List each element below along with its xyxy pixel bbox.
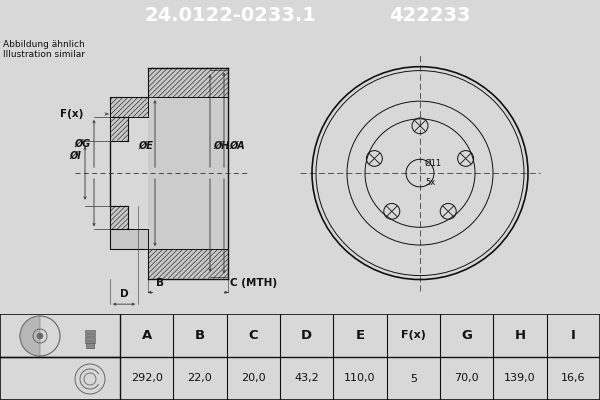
Bar bbox=[110, 97, 148, 117]
Text: 20,0: 20,0 bbox=[241, 374, 266, 384]
Text: D: D bbox=[301, 329, 312, 342]
Text: Illustration similar: Illustration similar bbox=[3, 50, 85, 59]
Wedge shape bbox=[20, 316, 40, 356]
Bar bbox=[110, 117, 128, 140]
Bar bbox=[85, 340, 95, 343]
Bar bbox=[86, 343, 94, 348]
Text: 422233: 422233 bbox=[389, 6, 471, 25]
Text: Abbildung ähnlich: Abbildung ähnlich bbox=[3, 40, 85, 49]
Text: D: D bbox=[119, 289, 128, 299]
Text: B: B bbox=[156, 278, 164, 288]
Text: C: C bbox=[248, 329, 258, 342]
Text: I: I bbox=[571, 329, 576, 342]
Bar bbox=[110, 206, 128, 229]
Text: B: B bbox=[195, 329, 205, 342]
Text: G: G bbox=[461, 329, 472, 342]
Text: ØG: ØG bbox=[75, 138, 91, 148]
Text: E: E bbox=[355, 329, 365, 342]
Text: 110,0: 110,0 bbox=[344, 374, 376, 384]
Text: 5: 5 bbox=[410, 374, 417, 384]
Bar bbox=[85, 337, 95, 340]
Text: ØI: ØI bbox=[69, 150, 81, 160]
Bar bbox=[148, 68, 228, 97]
Bar bbox=[110, 229, 148, 249]
Text: H: H bbox=[514, 329, 526, 342]
Text: 5x: 5x bbox=[425, 178, 435, 187]
Text: 16,6: 16,6 bbox=[561, 374, 586, 384]
Text: ØA: ØA bbox=[229, 140, 245, 150]
Text: 22,0: 22,0 bbox=[188, 374, 212, 384]
Text: ØE: ØE bbox=[139, 140, 154, 150]
Text: F(x): F(x) bbox=[59, 109, 83, 119]
Text: ØH: ØH bbox=[213, 140, 229, 150]
Text: 292,0: 292,0 bbox=[131, 374, 163, 384]
Bar bbox=[85, 334, 95, 336]
Text: 24.0122-0233.1: 24.0122-0233.1 bbox=[144, 6, 316, 25]
Text: C (MTH): C (MTH) bbox=[230, 278, 277, 288]
Text: 43,2: 43,2 bbox=[294, 374, 319, 384]
Text: 139,0: 139,0 bbox=[504, 374, 536, 384]
Bar bbox=[148, 249, 228, 278]
Text: 70,0: 70,0 bbox=[454, 374, 479, 384]
Bar bbox=[148, 68, 228, 278]
Text: F(x): F(x) bbox=[401, 330, 426, 340]
Circle shape bbox=[37, 333, 43, 339]
Text: A: A bbox=[142, 329, 152, 342]
Bar bbox=[85, 330, 95, 332]
Text: Ø11: Ø11 bbox=[425, 159, 442, 168]
